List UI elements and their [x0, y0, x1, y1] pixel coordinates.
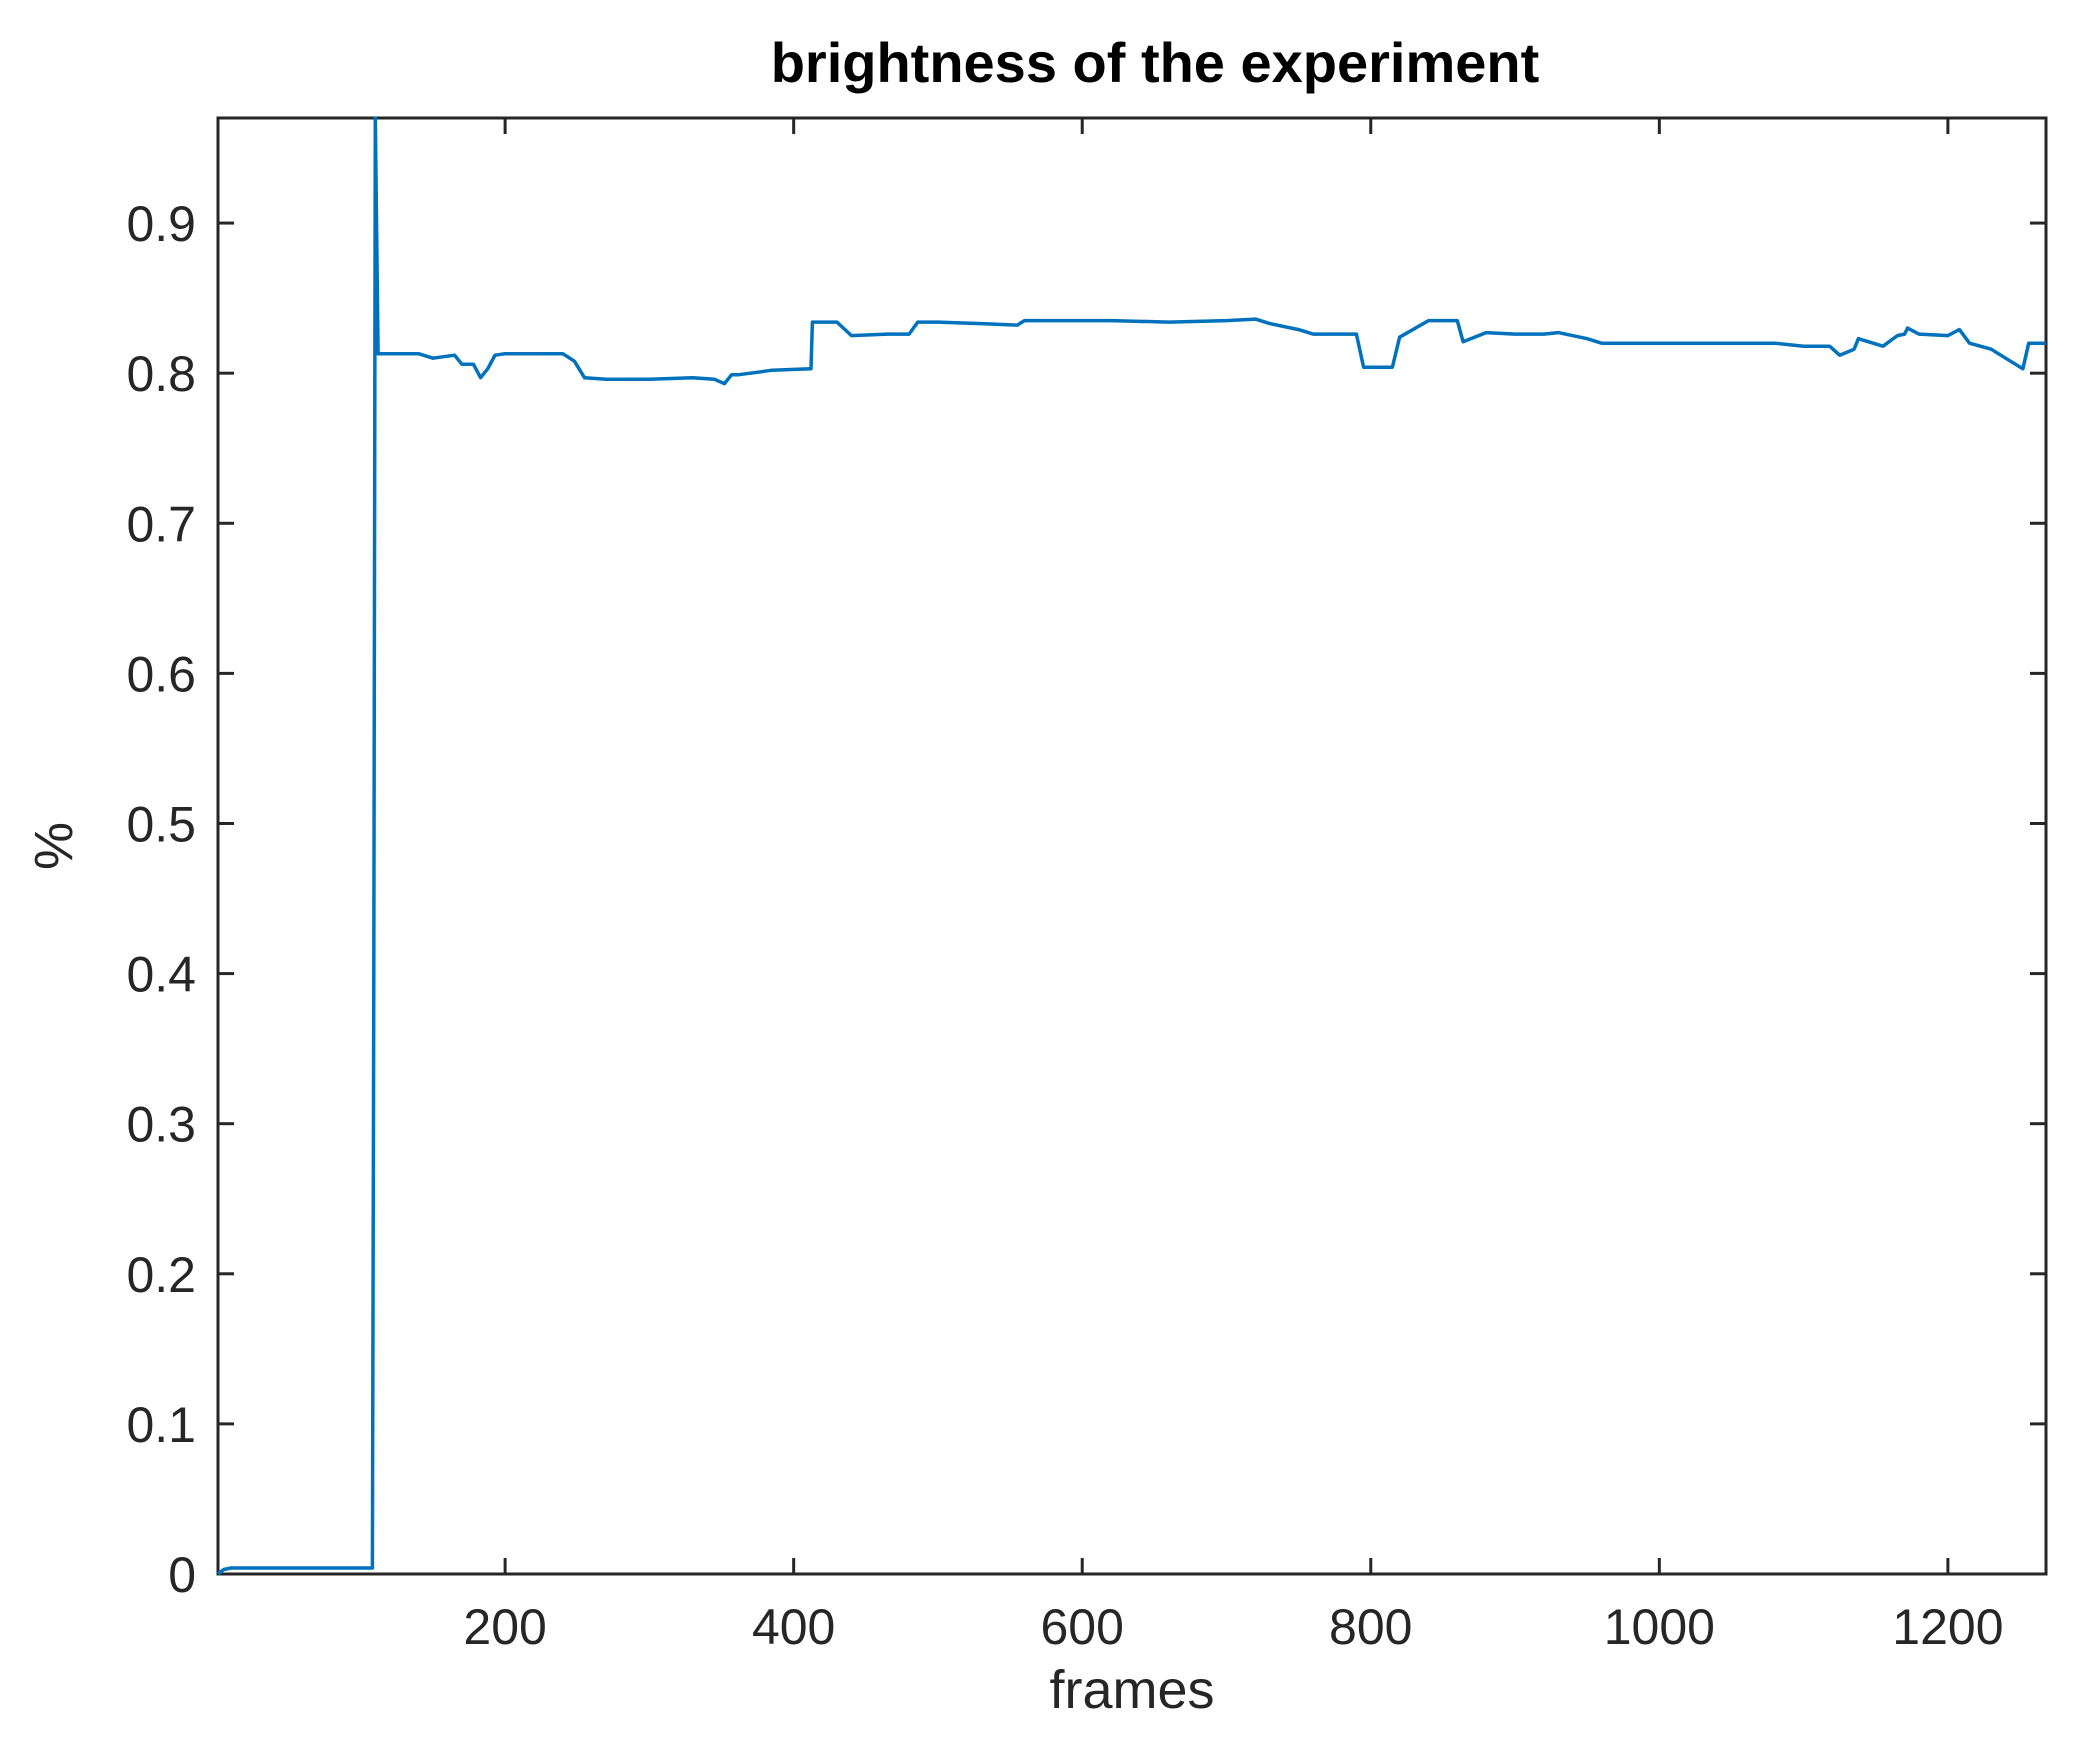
- y-tick-label: 0.4: [126, 947, 196, 1003]
- y-tick-label: 0.1: [126, 1397, 196, 1453]
- x-tick-label: 800: [1329, 1599, 1412, 1655]
- y-tick-label: 0.9: [126, 196, 196, 252]
- x-axis-label: frames: [1049, 1660, 1214, 1720]
- x-tick-label: 1000: [1604, 1599, 1715, 1655]
- y-axis-label: %: [24, 822, 84, 870]
- y-tick-label: 0.7: [126, 496, 196, 552]
- y-tick-label: 0.2: [126, 1247, 196, 1303]
- y-tick-label: 0.8: [126, 346, 196, 402]
- x-tick-label: 200: [463, 1599, 546, 1655]
- y-axis-ticks: 0 0.1 0.2 0.3 0.4 0.5 0.6 0.7 0.8 0.9: [126, 196, 2046, 1603]
- y-tick-label: 0.5: [126, 796, 196, 852]
- y-tick-label: 0.3: [126, 1097, 196, 1153]
- axes-box: [216, 116, 2048, 1576]
- plot-area: 200 400 600 800 1000 1200 0 0.1 0.2 0.3 0.4 0.5 0.6…: [126, 116, 2048, 1655]
- x-axis-ticks: 200 400 600 800 1000 1200: [463, 118, 2004, 1655]
- y-tick-label: 0: [168, 1547, 196, 1603]
- x-tick-label: 400: [752, 1599, 835, 1655]
- series-layer: [216, 116, 2046, 1576]
- x-tick-label: 600: [1041, 1599, 1124, 1655]
- brightness-series-line: [216, 116, 2046, 1576]
- x-tick-label: 1200: [1892, 1599, 2003, 1655]
- y-tick-label: 0.6: [126, 646, 196, 702]
- chart-title: brightness of the experiment: [771, 31, 1540, 94]
